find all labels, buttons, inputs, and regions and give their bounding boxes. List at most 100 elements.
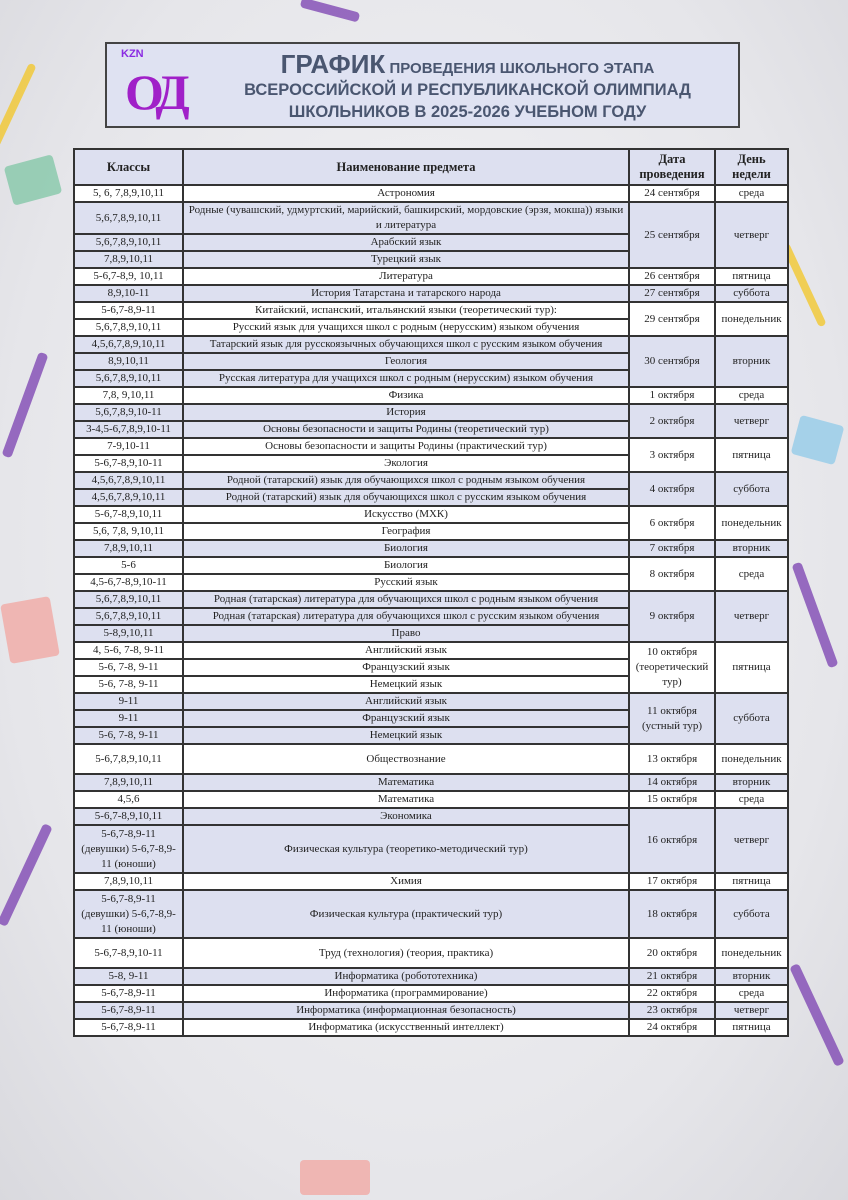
subject-cell: Основы безопасности и защиты Родины (тео…	[182, 420, 630, 439]
subject-cell: Русский язык для учащихся школ с родным …	[182, 318, 630, 337]
subject-cell: Физика	[182, 386, 630, 405]
subject-cell: Основы безопасности и защиты Родины (пра…	[182, 437, 630, 456]
classes-cell: 5-6,7-8,9-11	[73, 1001, 184, 1020]
subject-cell: Английский язык	[182, 641, 630, 660]
table-row: 7-9,10-11 Основы безопасности и защиты Ро…	[73, 437, 789, 473]
weekday-cell: понедельник	[714, 301, 789, 337]
pencil-decoration	[0, 62, 37, 148]
table-header-row: Классы Наименование предмета Дата провед…	[73, 148, 789, 186]
subject-cell: Литература	[182, 267, 630, 286]
date-cell: 7 октября	[628, 539, 716, 558]
table-row: 5-6,7-8,9-11 Китайский, испанский, италья…	[73, 301, 789, 337]
classes-cell: 5-6	[73, 556, 184, 575]
table-row: 3-4,5-6,7,8,9,10-11 Основы безопасности и…	[73, 420, 788, 439]
classes-cell: 5-6,7-8,9-11 (девушки) 5-6,7-8,9-11 (юно…	[73, 824, 184, 874]
subject-cell: Экономика	[182, 807, 630, 826]
subject-cell: Французский язык	[182, 709, 630, 728]
table-row: 5-6,7-8,9-11 Информатика (информационная …	[73, 1001, 789, 1020]
subject-cell: Право	[182, 624, 630, 643]
table-row: 4,5,6,7,8,9,10,11 Татарский язык для русс…	[73, 335, 789, 388]
subject-cell: Родная (татарская) литература для обучаю…	[182, 607, 630, 626]
book-decoration	[790, 414, 845, 466]
page-title: ГРАФИК ПРОВЕДЕНИЯ ШКОЛЬНОГО ЭТАПА ВСЕРОС…	[205, 49, 730, 123]
date-cell: 22 октября	[628, 984, 716, 1003]
date-cell: 16 октября	[628, 807, 716, 874]
classes-cell: 7,8,9,10,11	[73, 250, 184, 269]
classes-cell: 5-6, 7-8, 9-11	[73, 658, 184, 677]
book-decoration	[300, 1160, 370, 1195]
table-row: 5,6,7,8,9,10,11 Русский язык для учащихся…	[73, 318, 788, 337]
subject-cell: Астрономия	[182, 184, 630, 203]
classes-cell: 9-11	[73, 709, 184, 728]
date-cell: 30 сентября	[628, 335, 716, 388]
date-cell: 13 октября	[628, 743, 716, 775]
subject-cell: Французский язык	[182, 658, 630, 677]
weekday-cell: понедельник	[714, 743, 789, 775]
table-row: 5-6,7-8,9,10,11 Экономика 16 октября четвер…	[73, 807, 789, 874]
classes-cell: 5-6,7-8,9-11	[73, 984, 184, 1003]
table-row: 5-6,7-8,9, 10,11 Литература 26 сентября пят…	[73, 267, 789, 286]
classes-cell: 5,6, 7,8, 9,10,11	[73, 522, 184, 541]
olympiad-logo: KZN ОД	[119, 48, 195, 124]
table-row: 5,6,7,8,9,10,11 Родная (татарская) литера…	[73, 607, 788, 626]
classes-cell: 4,5,6,7,8,9,10,11	[73, 471, 184, 490]
schedule-table: Классы Наименование предмета Дата провед…	[73, 148, 789, 1037]
classes-cell: 5,6,7,8,9,10,11	[73, 318, 184, 337]
date-cell: 23 октября	[628, 1001, 716, 1020]
table-row: 7,8,9,10,11 Турецкий язык	[73, 250, 788, 269]
classes-cell: 5-8,9,10,11	[73, 624, 184, 643]
classes-cell: 7,8,9,10,11	[73, 539, 184, 558]
header-weekday: День недели	[714, 148, 789, 186]
subject-cell: История	[182, 403, 630, 422]
table-row: 5-8, 9-11 Информатика (робототехника) 21 о…	[73, 967, 789, 986]
table-row: 9-11 Английский язык 11 октября (устный ту…	[73, 692, 789, 745]
table-row: 5,6,7,8,9,10,11 Родные (чувашский, удмурт…	[73, 201, 789, 269]
classes-cell: 5,6,7,8,9,10,11	[73, 607, 184, 626]
date-cell: 2 октября	[628, 403, 716, 439]
classes-cell: 5-6,7-8,9-11	[73, 301, 184, 320]
weekday-cell: суббота	[714, 889, 789, 939]
subject-cell: География	[182, 522, 630, 541]
subject-cell: Информатика (информационная безопасность…	[182, 1001, 630, 1020]
weekday-cell: среда	[714, 556, 789, 592]
classes-cell: 5-6,7-8,9-11	[73, 1018, 184, 1037]
table-row: 5,6,7,8,9,10,11 Арабский язык	[73, 233, 788, 252]
weekday-cell: суббота	[714, 692, 789, 745]
weekday-cell: пятница	[714, 437, 789, 473]
classes-cell: 5,6,7,8,9,10,11	[73, 201, 184, 235]
classes-cell: 5-8, 9-11	[73, 967, 184, 986]
classes-cell: 4,5,6,7,8,9,10,11	[73, 335, 184, 354]
table-row: 5-6,7-8,9,10-11 Труд (технология) (теория…	[73, 937, 789, 969]
pen-decoration	[299, 0, 361, 23]
table-row: 5-6, 7-8, 9-11 Французский язык	[73, 658, 788, 677]
classes-cell: 9-11	[73, 692, 184, 711]
table-row: 5-6,7-8,9-11 Информатика (программировани…	[73, 984, 789, 1003]
classes-cell: 5, 6, 7,8,9,10,11	[73, 184, 184, 203]
subject-cell: Немецкий язык	[182, 726, 630, 745]
table-row: 5,6,7,8,9,10-11 История 2 октября четверг	[73, 403, 789, 439]
subject-cell: Физическая культура (теоретико-методичес…	[182, 824, 630, 874]
title-line-2: ВСЕРОССИЙСКОЙ И РЕСПУБЛИКАНСКОЙ ОЛИМПИАД	[244, 81, 691, 99]
subject-cell: Арабский язык	[182, 233, 630, 252]
logo-kzn: KZN	[121, 48, 144, 60]
weekday-cell: четверг	[714, 1001, 789, 1020]
subject-cell: Информатика (программирование)	[182, 984, 630, 1003]
logo-mark: ОД	[125, 64, 190, 120]
table-row: 7,8,9,10,11 Химия 17 октября пятница	[73, 872, 789, 891]
subject-cell: Физическая культура (практический тур)	[182, 889, 630, 939]
title-rest: ПРОВЕДЕНИЯ ШКОЛЬНОГО ЭТАПА	[389, 60, 655, 77]
subject-cell: Обществознание	[182, 743, 630, 775]
weekday-cell: вторник	[714, 967, 789, 986]
weekday-cell: вторник	[714, 335, 789, 388]
subject-cell: Химия	[182, 872, 630, 891]
pen-decoration	[0, 823, 53, 927]
date-cell: 18 октября	[628, 889, 716, 939]
date-cell: 29 сентября	[628, 301, 716, 337]
table-row: 7,8,9,10,11 Математика 14 октября вторник	[73, 773, 789, 792]
classes-cell: 5-6,7-8,9,10-11	[73, 937, 184, 969]
letter-decoration	[0, 596, 60, 664]
date-cell: 20 октября	[628, 937, 716, 969]
weekday-cell: суббота	[714, 471, 789, 507]
subject-cell: Английский язык	[182, 692, 630, 711]
date-cell: 9 октября	[628, 590, 716, 643]
